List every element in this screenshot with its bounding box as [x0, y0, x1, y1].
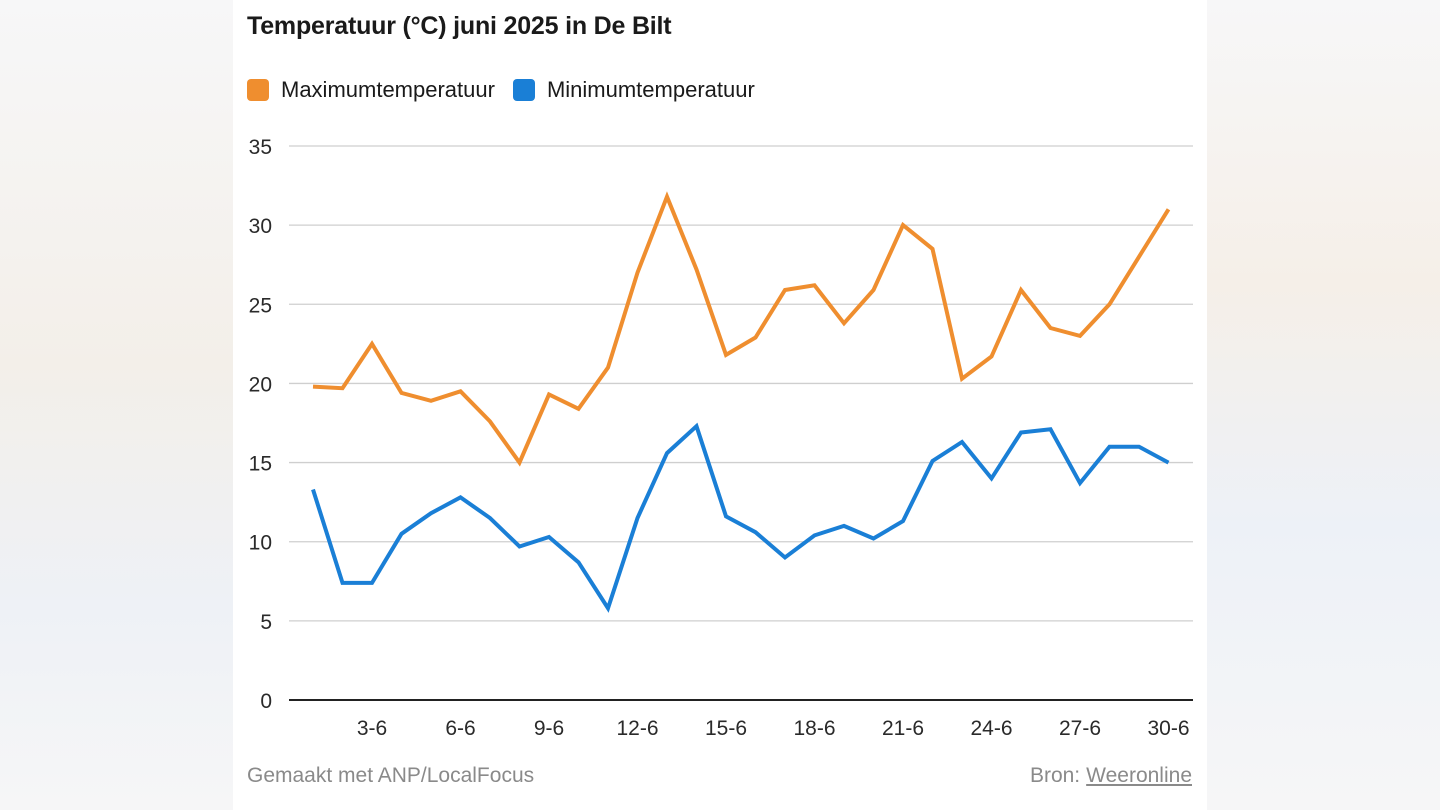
- x-tick-label-21-6: 21-6: [882, 717, 924, 740]
- series-line-max: [312, 191, 1171, 467]
- legend-item-min[interactable]: Minimumtemperatuur: [512, 77, 755, 103]
- legend-item-max[interactable]: Maximumtemperatuur: [247, 77, 495, 103]
- y-tick-label-15: 15: [249, 453, 272, 476]
- chart-card: Temperatuur (°C) juni 2025 in De Bilt Ma…: [233, 0, 1207, 810]
- legend-label-min: Minimumtemperatuur: [546, 77, 755, 102]
- x-tick-label-27-6: 27-6: [1059, 717, 1101, 740]
- source-label: Bron:: [1029, 764, 1081, 787]
- x-tick-label-24-6: 24-6: [970, 717, 1012, 740]
- series-line-min: [311, 422, 1170, 613]
- legend-swatch-min: [512, 79, 535, 101]
- y-tick-label-30: 30: [249, 215, 272, 238]
- y-tick-label-0: 0: [260, 690, 272, 713]
- x-tick-label-6-6: 6-6: [445, 717, 475, 740]
- chart-title: Temperatuur (°C) juni 2025 in De Bilt: [247, 12, 672, 40]
- legend-label-max: Maximumtemperatuur: [281, 77, 495, 102]
- legend: Maximumtemperatuur Minimumtemperatuur: [247, 77, 773, 103]
- y-tick-label-5: 5: [260, 611, 272, 634]
- y-tick-label-20: 20: [249, 373, 272, 396]
- x-tick-label-3-6: 3-6: [357, 717, 387, 740]
- x-tick-label-9-6: 9-6: [534, 717, 564, 740]
- source-link[interactable]: Weeronline: [1086, 764, 1192, 787]
- y-tick-label-10: 10: [249, 532, 272, 555]
- legend-swatch-max: [247, 79, 269, 101]
- footer-credit: Gemaakt met ANP/LocalFocus: [247, 764, 535, 787]
- y-tick-label-25: 25: [249, 294, 272, 317]
- x-tick-label-18-6: 18-6: [793, 717, 835, 740]
- x-tick-label-12-6: 12-6: [616, 717, 658, 740]
- line-chart: 0 5 10 15 20 25 30 35 3-6 6-6 9-6 12-6 15-6 18-6 21-6 2…: [249, 136, 1193, 740]
- x-tick-label-15-6: 15-6: [705, 717, 747, 740]
- background-right: [1207, 0, 1440, 810]
- y-tick-label-35: 35: [249, 136, 272, 159]
- x-tick-label-30-6: 30-6: [1147, 717, 1189, 740]
- footer-source: Bron: Weeronline: [1030, 764, 1192, 788]
- background-left: [0, 0, 233, 810]
